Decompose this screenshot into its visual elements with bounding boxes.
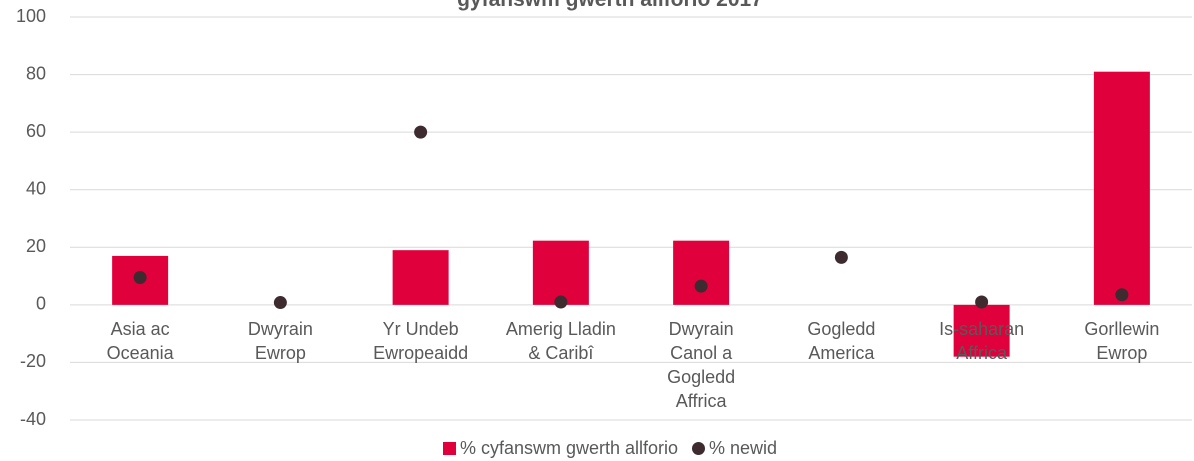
x-tick-label: Dwyrain Canol a Gogledd Affrica (667, 318, 736, 411)
x-tick-label: Amerig Lladin & Caribî (505, 318, 616, 363)
bar (392, 250, 449, 305)
legend: % cyfanswm gwerth allforio % newid (0, 436, 1194, 460)
x-tick-label: Is-saharan Affrica (939, 318, 1025, 363)
y-tick-label: 60 (26, 121, 46, 141)
dot (694, 279, 708, 293)
x-tick-label: Dwyrain Ewrop (247, 318, 313, 363)
dot (1115, 288, 1129, 302)
y-tick-label: 80 (26, 63, 46, 83)
chart-title: gyfanswm gwerth allforio 2017 (0, 0, 1194, 12)
y-tick-label: -20 (20, 351, 46, 371)
legend-label: % newid (709, 438, 778, 458)
bar (532, 240, 589, 305)
y-tick-label: -40 (20, 409, 46, 429)
dot (273, 296, 287, 310)
y-tick-label: 100 (16, 6, 46, 26)
bar (673, 240, 730, 305)
dot (133, 271, 147, 285)
bar (953, 304, 1010, 357)
x-tick-label: Yr Undeb Ewropeaidd (373, 318, 469, 363)
dot (414, 125, 428, 139)
legend-label: % cyfanswm gwerth allforio (459, 438, 679, 458)
x-tick-label: Asia ac Oceania (106, 318, 174, 363)
x-tick-label: Gorllewin Ewrop (1084, 318, 1160, 363)
legend-swatch (442, 441, 456, 455)
y-tick-label: 40 (26, 178, 46, 198)
dot (834, 250, 848, 264)
legend-swatch (692, 441, 706, 455)
legend-item: % newid (692, 436, 777, 460)
bar (1093, 71, 1150, 305)
y-tick-label: 0 (36, 294, 46, 314)
legend-item: % cyfanswm gwerth allforio (442, 436, 679, 460)
dot (975, 295, 989, 309)
x-tick-label: Gogledd America (807, 318, 876, 363)
dot (554, 295, 568, 309)
y-tick-label: 20 (26, 236, 46, 256)
